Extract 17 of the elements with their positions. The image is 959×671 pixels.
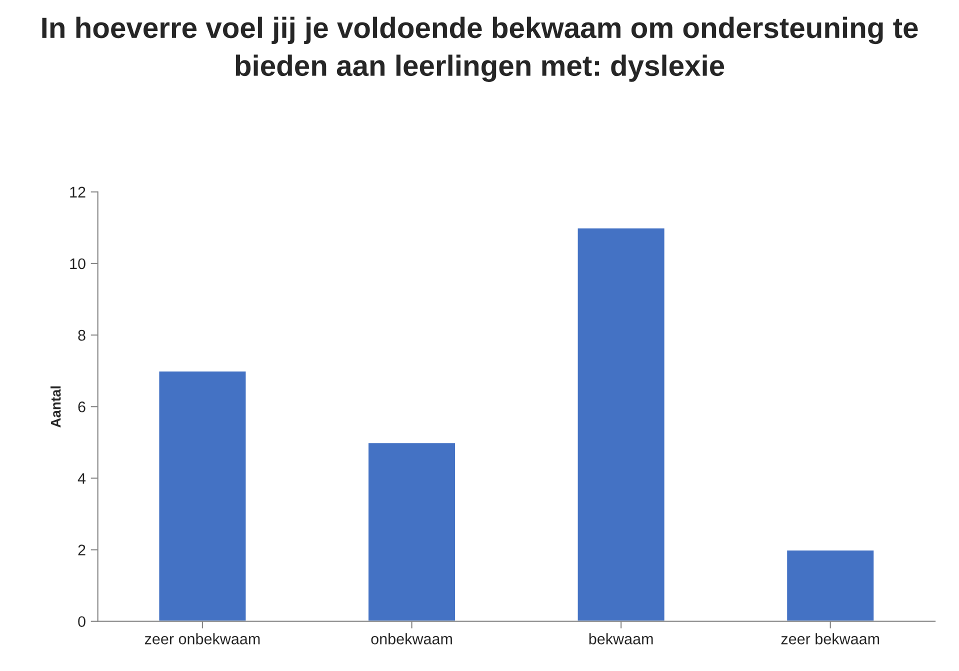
y-tick-label: 10 xyxy=(70,258,86,270)
x-tick-label: zeer bekwaam xyxy=(781,633,880,644)
bar xyxy=(158,370,248,622)
bar xyxy=(367,442,456,622)
x-tick-label: zeer onbekwaam xyxy=(144,633,260,644)
y-tick-label: 6 xyxy=(78,401,86,412)
y-tick-label: 8 xyxy=(78,330,86,341)
y-tick-label: 0 xyxy=(78,616,86,628)
y-axis-title: Aantal xyxy=(50,386,61,428)
bar xyxy=(576,227,666,622)
y-tick-label: 2 xyxy=(78,544,86,556)
bar xyxy=(786,549,876,622)
x-tick-label: bekwaam xyxy=(589,633,653,644)
x-tick-label: onbekwaam xyxy=(371,633,452,644)
y-tick-label: 12 xyxy=(70,186,86,198)
chart-title: In hoeverre voel jij je voldoende bekwaam om ondersteuning te bieden aan leerlingen met: dyslexie xyxy=(42,16,918,82)
y-tick-label: 4 xyxy=(78,473,86,484)
